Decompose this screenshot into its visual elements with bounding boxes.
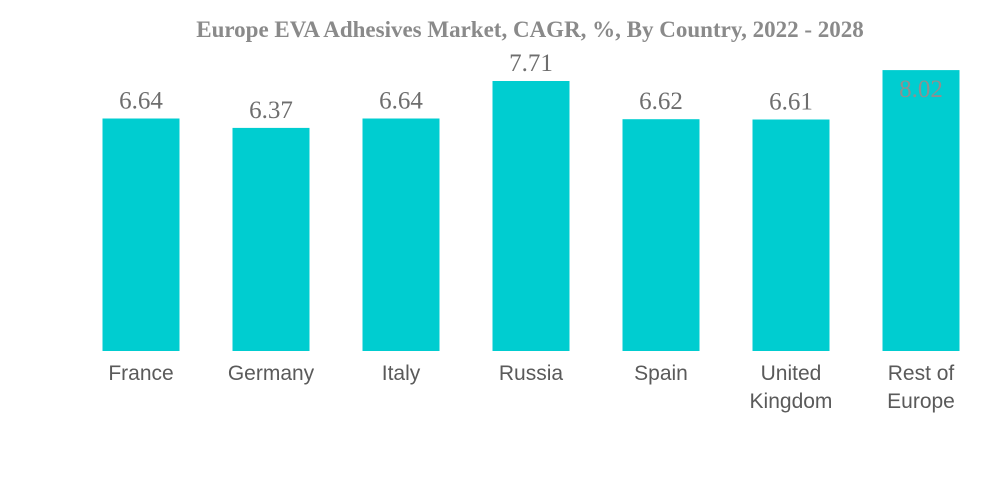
category-label-1: Germany	[228, 362, 315, 385]
chart-title: Europe EVA Adhesives Market, CAGR, %, By…	[196, 17, 863, 42]
value-label-4: 6.62	[639, 88, 683, 115]
category-labels-group: France Germany Italy Russia Spain United Kingd…	[108, 362, 955, 413]
category-label-4: Spain	[634, 362, 688, 385]
category-label-line: Rest of	[888, 362, 955, 385]
bar-1	[232, 127, 310, 352]
value-label-3: 7.71	[509, 50, 553, 77]
category-label-5: United Kingdom	[750, 362, 833, 413]
category-label-line: Russia	[499, 362, 564, 385]
bar-3	[492, 81, 570, 351]
bar-5	[752, 119, 830, 351]
category-label-line: United	[761, 362, 822, 385]
category-label-line: France	[108, 362, 173, 385]
value-label-6: 8.02	[899, 76, 943, 103]
bar-6	[882, 70, 960, 351]
bars-group	[102, 70, 960, 352]
category-label-line: Spain	[634, 362, 688, 385]
value-label-2: 6.64	[379, 88, 423, 115]
category-label-line: Kingdom	[750, 390, 833, 413]
category-label-line: Italy	[382, 362, 421, 385]
value-label-1: 6.37	[249, 97, 293, 124]
category-label-line: Germany	[228, 362, 315, 385]
category-label-6: Rest of Europe	[887, 362, 955, 413]
value-labels-group: 6.64 6.37 6.64 7.71 6.62 6.61 8.02	[119, 50, 943, 124]
category-label-line: Europe	[887, 390, 955, 413]
bar-0	[102, 118, 180, 351]
value-label-5: 6.61	[769, 89, 813, 116]
category-label-2: Italy	[382, 362, 421, 385]
category-label-0: France	[108, 362, 173, 385]
category-label-3: Russia	[499, 362, 564, 385]
bar-2	[362, 118, 440, 351]
bar-4	[622, 119, 700, 351]
value-label-0: 6.64	[119, 88, 163, 115]
